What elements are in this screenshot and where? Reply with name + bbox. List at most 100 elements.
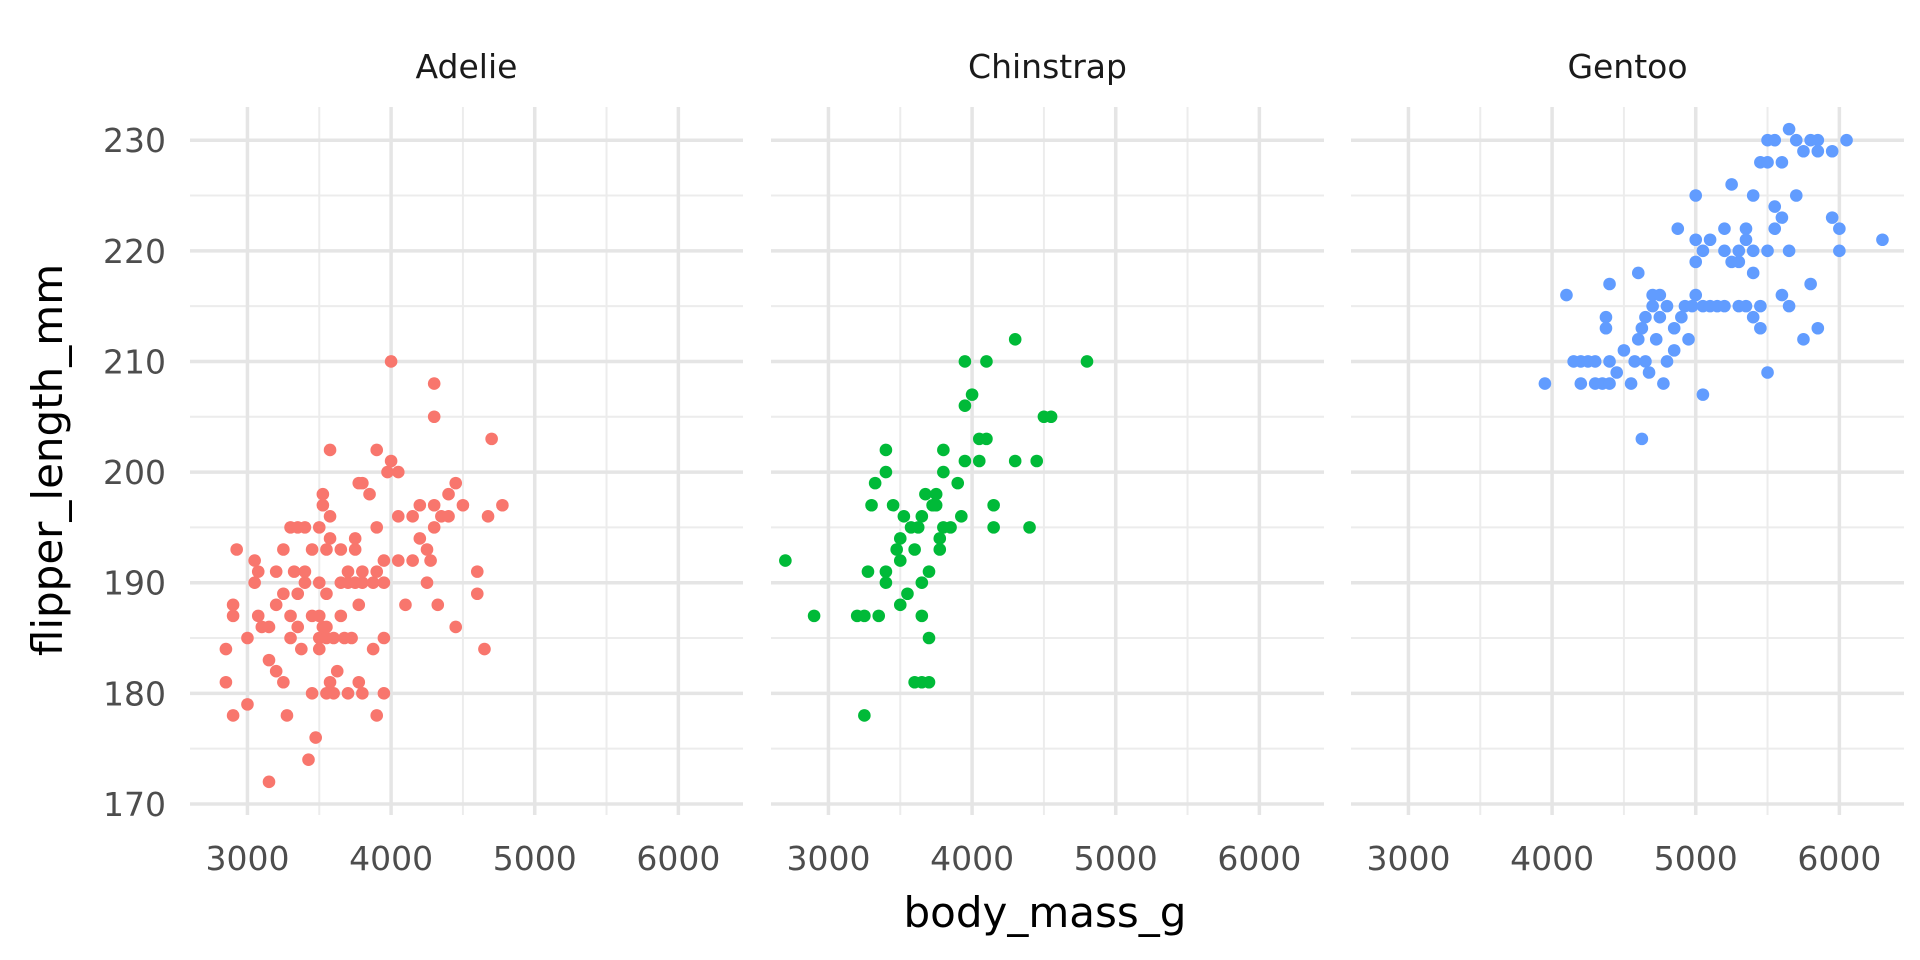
x-tick-label: 5000 [1654,839,1738,878]
data-point [320,620,333,634]
data-point [384,355,398,368]
data-point [1657,377,1670,390]
data-point [1660,355,1674,368]
data-point [1685,299,1699,313]
data-point [241,631,254,645]
data-point [858,609,871,623]
x-axis-title: body_mass_g [904,888,1187,937]
data-point [456,498,470,512]
facet-strip-label: Adelie [416,47,518,86]
data-point [879,443,893,457]
data-point [284,609,297,623]
data-point [1044,410,1058,424]
data-point [915,576,929,589]
data-point [1667,344,1681,357]
data-point [384,454,398,468]
data-point [320,587,333,601]
data-point [915,609,929,623]
data-point [929,498,943,512]
data-point [241,698,254,711]
data-point [937,443,950,457]
data-point [1603,377,1616,390]
data-point [262,620,276,634]
points-chinstrap [779,333,1094,722]
data-point [1768,222,1782,235]
facet-panel-chinstrap: Chinstrap 3000 4000 5000 6000 [771,47,1324,878]
data-point [269,565,283,578]
data-point [922,565,936,578]
data-point [230,543,243,556]
data-point [406,554,419,567]
data-point [449,620,463,634]
data-point [1646,299,1659,313]
data-point [879,576,893,589]
data-point [420,543,434,556]
data-point [356,565,369,578]
data-point [1667,321,1681,335]
data-point [1739,299,1753,313]
data-point [965,388,979,401]
data-point [1761,244,1774,258]
data-point [958,399,972,412]
data-point [1639,310,1652,324]
data-point [933,543,947,556]
x-tick-label: 5000 [493,839,577,878]
facet-panel-adelie: Adelie 3000 4000 5000 6000 [190,47,743,878]
data-point [381,465,394,479]
data-point [1653,288,1667,302]
data-point [312,609,326,623]
data-point [1811,321,1825,335]
data-point [366,642,380,656]
y-tick-label: 220 [103,232,166,271]
y-axis: 170 180 190 200 210 220 230 [103,121,166,824]
x-tick-label: 3000 [786,839,870,878]
data-point [1718,244,1731,258]
data-point [872,609,886,623]
data-point [1833,244,1846,258]
data-point [1682,333,1695,346]
data-point [248,576,261,589]
data-point [1631,266,1645,280]
data-point [1833,222,1846,235]
data-point [893,598,907,612]
data-point [413,498,427,512]
data-point [893,554,907,567]
data-point [1639,355,1652,368]
data-point [1689,288,1703,302]
data-point [377,554,391,567]
data-point [1761,366,1774,379]
data-point [1030,454,1044,468]
data-point [1782,299,1796,313]
data-point [1761,156,1774,169]
data-point [944,521,957,534]
data-point [251,609,265,623]
data-point [1603,355,1616,368]
data-point [334,609,348,623]
data-point [1696,388,1710,401]
data-point [897,510,911,523]
data-point [262,653,276,667]
data-point [298,576,312,589]
data-point [287,565,301,578]
data-point [302,753,315,766]
data-point [779,554,792,567]
data-point [312,576,326,589]
data-point [327,687,340,700]
data-point [1628,355,1641,368]
data-point [1797,333,1810,346]
data-point [219,675,233,689]
data-point [496,498,509,512]
data-point [1811,133,1825,147]
data-point [312,642,326,656]
data-point [427,377,441,390]
data-point [323,443,337,457]
data-point [345,631,358,645]
data-point [370,521,384,534]
data-point [226,598,240,612]
x-tick-label: 6000 [1797,839,1881,878]
data-point [370,443,384,457]
x-tick-label: 3000 [1366,839,1450,878]
data-point [1660,299,1674,313]
data-point [1588,355,1602,368]
data-point [1649,333,1663,346]
